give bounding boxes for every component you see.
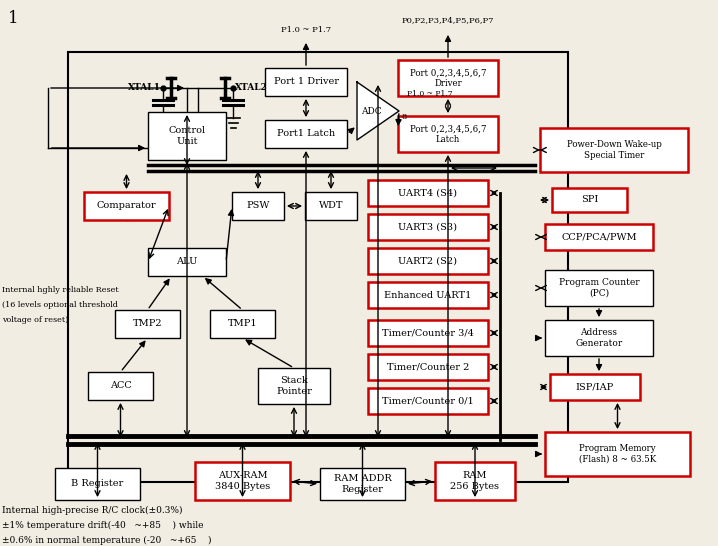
Text: ALU: ALU [177,258,197,266]
Bar [88,372,153,400]
Text: TMP1: TMP1 [228,319,257,329]
Text: SPI: SPI [581,195,598,205]
Bar [68,52,568,482]
Text: P1.0 ~ P1.7: P1.0 ~ P1.7 [407,90,452,98]
Text: RAM
256 Bytes: RAM 256 Bytes [450,471,500,491]
Text: P1.0 ~ P1.7: P1.0 ~ P1.7 [281,26,331,34]
Bar [232,192,284,220]
Text: TMP2: TMP2 [133,319,162,329]
Bar [148,112,226,160]
Text: B Register: B Register [71,479,123,489]
Text: 1: 1 [8,10,19,27]
Bar [368,214,488,240]
Text: voltage of reset): voltage of reset) [2,316,68,324]
Text: UART2 (S2): UART2 (S2) [398,257,457,265]
Bar [368,354,488,380]
Bar [368,180,488,206]
Bar [368,320,488,346]
Bar [258,368,330,404]
Text: CCP/PCA/PWM: CCP/PCA/PWM [561,233,637,241]
Text: Stack
Pointer: Stack Pointer [276,376,312,396]
Text: UART4 (S4): UART4 (S4) [398,188,457,198]
Text: Internal high-precise R/C clock(±0.3%): Internal high-precise R/C clock(±0.3%) [2,506,182,514]
Text: ±1% temperature drift(-40   ~+85    ) while: ±1% temperature drift(-40 ~+85 ) while [2,520,203,530]
Text: Program Memory
(Flash) 8 ~ 63.5K: Program Memory (Flash) 8 ~ 63.5K [579,444,656,464]
Bar [545,270,653,306]
Bar [545,320,653,356]
Text: 8: 8 [401,113,406,121]
Text: Port1 Latch: Port1 Latch [277,129,335,139]
Text: RAM ADDR
Register: RAM ADDR Register [334,474,391,494]
Bar [368,282,488,308]
Bar [320,468,405,500]
Text: (16 levels optional threshold: (16 levels optional threshold [2,301,118,309]
Bar [84,192,169,220]
Text: Program Counter
(PC): Program Counter (PC) [559,278,639,298]
Text: ACC: ACC [110,382,131,390]
Text: ISP/IAP: ISP/IAP [576,383,614,391]
Text: Internal hghly reliable Reset: Internal hghly reliable Reset [2,286,118,294]
Text: ±0.6% in normal temperature (-20   ~+65    ): ±0.6% in normal temperature (-20 ~+65 ) [2,536,212,544]
Bar [550,374,640,400]
Text: WDT: WDT [319,201,343,211]
Text: Address
Generator: Address Generator [575,328,623,348]
Text: PSW: PSW [246,201,270,211]
Bar [435,462,515,500]
Text: ADC: ADC [361,106,382,116]
Text: Port 0,2,3,4,5,6,7
Driver: Port 0,2,3,4,5,6,7 Driver [410,68,486,88]
Text: Control
Unit: Control Unit [169,126,205,146]
Text: Comparator: Comparator [97,201,157,211]
Text: Enhanced UART1: Enhanced UART1 [384,290,472,300]
Bar [55,468,140,500]
Bar [552,188,627,212]
Polygon shape [357,82,399,140]
Bar [368,248,488,274]
Text: Timer/Counter 2: Timer/Counter 2 [387,363,469,371]
Bar [368,388,488,414]
Text: UART3 (S3): UART3 (S3) [398,223,457,232]
Text: XTAL1: XTAL1 [128,84,161,92]
Bar [545,224,653,250]
Bar [265,68,347,96]
Text: Timer/Counter 0/1: Timer/Counter 0/1 [382,396,474,406]
Bar [195,462,290,500]
Bar [115,310,180,338]
Text: Power-Down Wake-up
Special Timer: Power-Down Wake-up Special Timer [567,140,661,159]
Text: XTAL2: XTAL2 [235,84,268,92]
Bar [210,310,275,338]
Bar [148,248,226,276]
Bar [265,120,347,148]
Text: Port 1 Driver: Port 1 Driver [274,78,338,86]
Bar [540,128,688,172]
Bar [398,60,498,96]
Text: P0,P2,P3,P4,P5,P6,P7: P0,P2,P3,P4,P5,P6,P7 [402,16,494,24]
Bar [545,432,690,476]
Text: AUX-RAM
3840 Bytes: AUX-RAM 3840 Bytes [215,471,270,491]
Bar [305,192,357,220]
Text: Timer/Counter 3/4: Timer/Counter 3/4 [382,329,474,337]
Bar [398,116,498,152]
Text: Port 0,2,3,4,5,6,7
Latch: Port 0,2,3,4,5,6,7 Latch [410,124,486,144]
